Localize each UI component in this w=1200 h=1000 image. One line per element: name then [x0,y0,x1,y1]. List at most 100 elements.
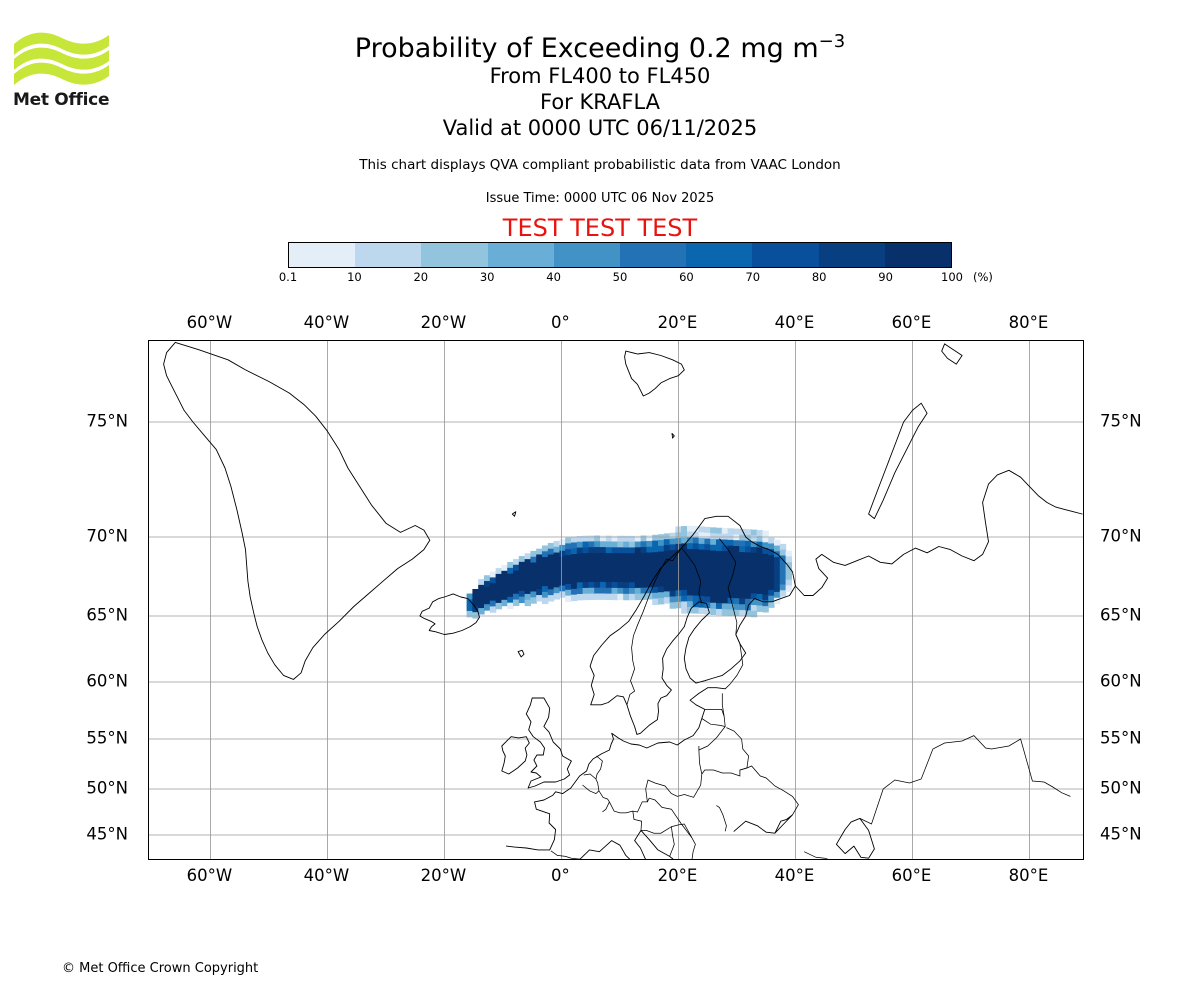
plume-cell [716,579,723,587]
plume-cell [663,556,671,564]
plume-cell [745,552,752,559]
plume-cell [681,543,688,550]
country-border [716,805,727,832]
chart-description: This chart displays QVA compliant probab… [359,157,841,173]
plume-cell [692,543,700,550]
plume-cell [692,525,700,533]
plume-cell [739,598,746,605]
plume-cell [547,560,555,567]
plume-cell [565,566,572,573]
plume-cell [518,590,526,598]
plume-cell [582,547,590,554]
plume-cell [536,577,543,585]
plume-cell [716,556,723,564]
plume-cell [600,587,607,595]
plume-cell [687,560,694,567]
coastline [579,829,674,859]
plume-cell [663,574,671,581]
plume-cell [600,541,607,548]
plume-cell [762,588,769,596]
plume-cell [704,561,711,569]
plume-cell [588,535,595,542]
plume-cell [629,576,636,583]
plume-cell [710,533,717,540]
country-border [859,735,1071,825]
colorbar-band-0 [289,243,356,267]
plume-cell [733,592,740,599]
plume-cell [553,552,561,559]
plume-cell [600,552,607,560]
plume-cell [704,555,711,563]
coastline [419,593,480,635]
plume-cell [681,595,688,603]
plume-cell [733,609,740,617]
colorbar-band-1 [355,243,422,267]
test-banner: TEST TEST TEST [502,214,698,242]
plume-cell [745,540,752,548]
lon-tick-60°E-top: 60°E [891,313,932,332]
country-border [550,850,581,859]
plume-cell [774,597,781,605]
plume-cell [640,552,648,560]
plume-cell [721,545,729,552]
plume-cell [542,557,549,564]
plume-cell [721,574,729,581]
plume-cell [762,582,769,590]
plume-cell [617,593,624,601]
plume-cell [687,548,694,556]
colorbar-tick-20: 20 [413,270,429,284]
lat-tick-45°N-right: 45°N [1100,824,1142,844]
plume-cell [507,567,514,575]
plume-cell [524,564,532,572]
plume-cell [739,610,746,617]
plume-cell [489,583,497,590]
plume-cell [669,584,677,592]
plume-cell [547,566,555,573]
map-panel[interactable] [148,340,1084,860]
plume-cell [518,556,526,563]
plume-cell [768,560,775,568]
plume-cell [571,554,578,561]
plume-cell [774,539,781,547]
plume-cell [750,581,758,589]
ash-plume-layer [466,525,793,619]
plume-cell [611,576,619,583]
plume-cell [692,549,700,556]
page-title: Probability of Exceeding 0.2 mg m−3 [0,26,1200,65]
plume-cell [768,584,775,591]
plume-cell [611,570,619,577]
plume-cell [721,591,729,599]
plume-cell [710,579,717,586]
colorbar-band-6 [686,243,753,267]
plume-cell [762,536,769,543]
plume-cell [698,532,706,539]
plume-cell [658,580,665,588]
colorbar-band-5 [620,243,687,267]
plume-cell [710,591,717,598]
plume-cell [687,543,694,550]
plume-cell [623,541,630,549]
plume-cell [576,588,584,595]
plume-cell [547,554,555,561]
plume-cell [501,599,508,607]
plume-cell [779,543,787,551]
country-border [609,797,693,839]
plume-cell [489,571,497,579]
plume-cell [658,557,665,564]
coastline [794,469,1083,596]
plume-cell [623,559,630,566]
plume-cell [576,582,584,589]
plume-cell [710,556,717,563]
country-border [641,826,675,857]
country-border [583,755,603,780]
plume-cell [658,569,665,576]
colorbar-tick-labels: 0.1 10 20 30 40 50 60 70 80 90 100 [279,270,963,286]
plume-cell [623,588,630,595]
plume-cell [721,580,729,587]
plume-cell [704,526,711,534]
plume-cell [704,608,711,615]
plume-cell [756,582,764,589]
plume-cell [733,540,740,547]
lat-tick-60°N-left: 60°N [86,671,128,691]
plume-cell [466,599,474,606]
